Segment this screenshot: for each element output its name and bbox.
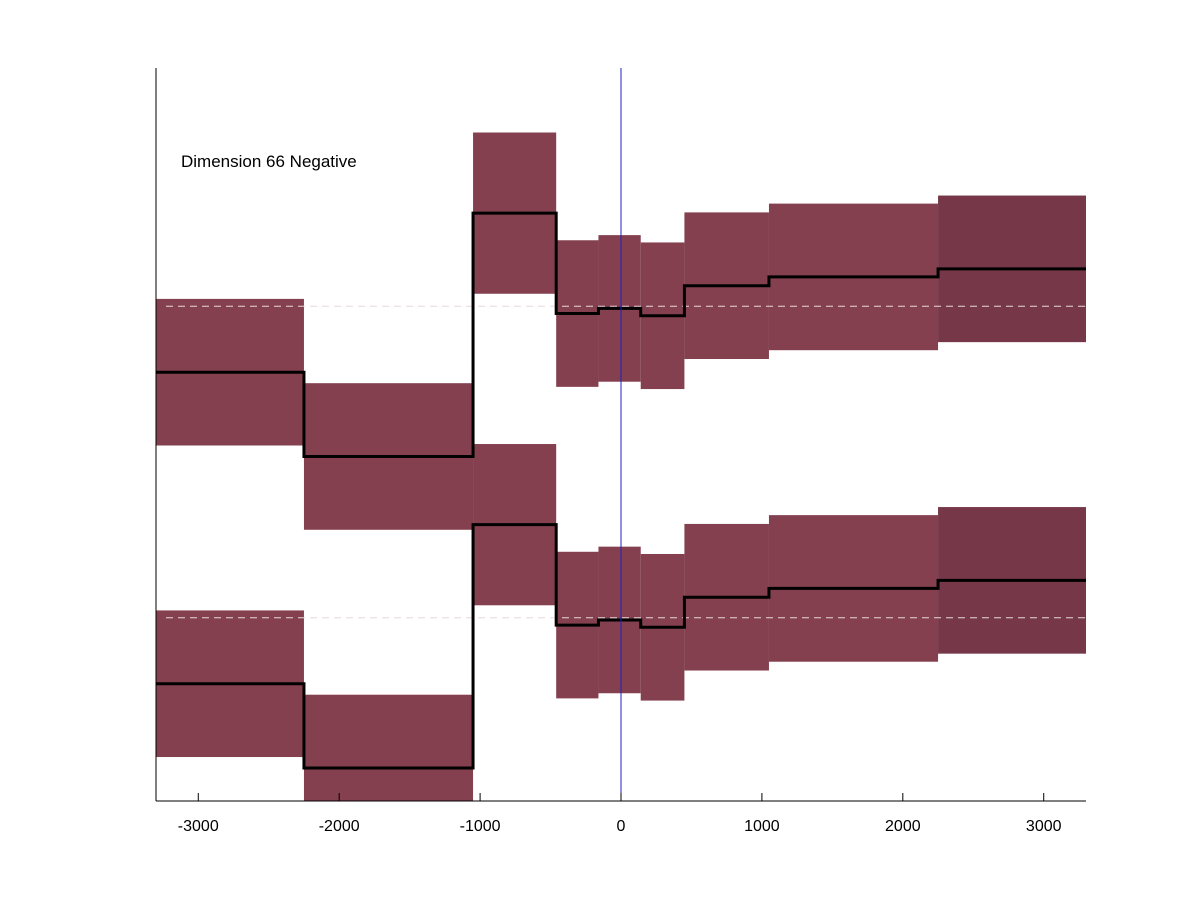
x-tick-label: -1000	[460, 818, 501, 835]
x-tick-label: 1000	[744, 818, 780, 835]
x-tick-label: 0	[617, 818, 626, 835]
x-ticks: -3000 -2000 -1000 0 1000 2000 3000	[178, 793, 1062, 835]
x-tick-label: 2000	[885, 818, 921, 835]
chart-annotation: Dimension 66 Negative	[181, 152, 357, 171]
band-segment	[303, 694, 474, 801]
x-tick-label: 3000	[1026, 818, 1062, 835]
baselines	[166, 305, 1086, 619]
series-lines	[156, 211, 1086, 770]
x-tick-label: -3000	[178, 818, 219, 835]
x-tick-label: -2000	[319, 818, 360, 835]
series-line	[156, 211, 1086, 458]
series-line	[156, 523, 1086, 770]
